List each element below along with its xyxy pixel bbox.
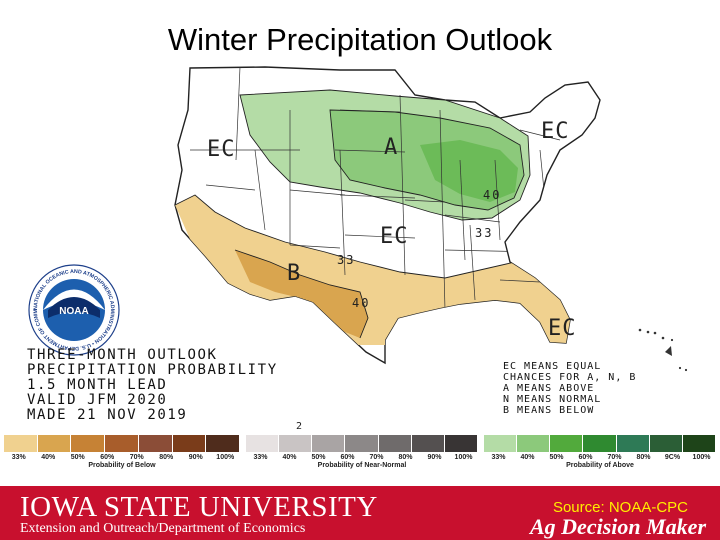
legend-normal-caption: Probability of Near-Normal <box>317 462 407 469</box>
noaa-logo: NOAA NATIONAL OCEANIC AND ATMOSPHERIC AD… <box>28 264 120 356</box>
legend-above-swatch <box>583 435 617 452</box>
below-40-region <box>235 250 368 338</box>
legend-below-tick: 60% <box>100 454 115 461</box>
legend-normal-tick: 70% <box>369 454 384 461</box>
legend-above-swatch <box>484 435 518 452</box>
ec-explanation-line: EC MEANS EQUAL <box>503 361 602 372</box>
isu-wordmark: IOWA STATE UNIVERSITY <box>20 491 378 523</box>
legend-normal-ticks: 33% 40% 50% 60% 70% 80% 90% 100% <box>246 454 478 461</box>
legend-normal-tick: 40% <box>282 454 297 461</box>
legend-above-tick: 100% <box>692 454 711 461</box>
label-ec-west: EC <box>207 137 236 162</box>
ec-explanation-block: EC MEANS EQUAL CHANCES FOR A, N, B A MEA… <box>503 361 636 416</box>
legend-above-tick: 80% <box>636 454 651 461</box>
legend-above-tick: 70% <box>607 454 622 461</box>
legend-below-tick: 40% <box>41 454 56 461</box>
legend-below-tick: 70% <box>129 454 144 461</box>
legend-normal-tick: 60% <box>340 454 355 461</box>
ec-explanation-line: N MEANS NORMAL <box>503 394 602 405</box>
noaa-logo-text: NOAA <box>59 306 88 317</box>
legend-normal-tick: 90% <box>427 454 442 461</box>
legend-above-ticks: 33% 40% 50% 60% 70% 80% 9C% 100% <box>484 454 716 461</box>
slide-title: Winter Precipitation Outlook <box>167 22 553 57</box>
label-ec-southeast: EC <box>548 316 577 341</box>
legend-normal-swatch <box>246 435 280 452</box>
legend-above-swatch <box>550 435 584 452</box>
label-ec-central: EC <box>380 224 409 249</box>
legend-above: 33% 40% 50% 60% 70% 80% 9C% 100% Probability of… <box>484 435 716 475</box>
legend-normal-tick: 80% <box>398 454 413 461</box>
outlook-info-line: PRECIPITATION PROBABILITY <box>27 362 278 378</box>
legend-below-tick: 90% <box>188 454 203 461</box>
ag-decision-maker-wordmark: Ag Decision Maker <box>530 514 706 539</box>
legend-above-swatch <box>616 435 650 452</box>
legend-normal-tick: 50% <box>311 454 326 461</box>
legend-above-tick: 60% <box>578 454 593 461</box>
ec-explanation-line: B MEANS BELOW <box>503 405 595 416</box>
legend-above-caption: Probability of Above <box>566 462 634 469</box>
legend-below-swatch <box>71 435 106 452</box>
source-credit: Source: NOAA-CPC <box>552 499 688 516</box>
legend-below-tick: 50% <box>70 454 85 461</box>
footer-bar <box>0 486 720 540</box>
label-contour-40-south: 40 <box>352 296 371 310</box>
legend-below-swatch <box>105 435 139 452</box>
outlook-info-line: MADE 21 NOV 2019 <box>27 407 188 423</box>
legend-above-swatches <box>484 435 716 452</box>
label-contour-40-north: 40 <box>483 188 502 202</box>
legend-below-swatch <box>4 435 38 452</box>
legend-normal-swatches <box>246 435 478 452</box>
legend-normal-swatch <box>444 435 478 452</box>
ec-explanation-line: CHANCES FOR A, N, B <box>503 372 637 383</box>
legend-normal-tick: 33% <box>253 454 268 461</box>
legend-below-swatch <box>172 435 207 452</box>
legend-below-swatch <box>37 435 72 452</box>
legend-below-ticks: 33% 40% 50% 60% 70% 80% 90% 100% <box>4 454 240 461</box>
legend-normal-swatch <box>312 435 346 452</box>
legend-normal: 33% 40% 50% 60% 70% 80% 90% 100% Probability of… <box>246 435 478 475</box>
label-below: B <box>287 261 302 286</box>
legend-below-tick: 100% <box>216 454 235 461</box>
department-line: Extension and Outreach/Department of Eco… <box>20 521 306 536</box>
ec-explanation-line: A MEANS ABOVE <box>503 383 595 394</box>
legend-above-swatch <box>517 435 551 452</box>
legend-below-tick: 33% <box>11 454 26 461</box>
label-contour-33-south: 33 <box>337 253 356 267</box>
legend-below-tick: 80% <box>159 454 174 461</box>
outlook-info-line: 1.5 MONTH LEAD <box>27 377 168 393</box>
legend-above-tick: 9C% <box>664 454 681 461</box>
legend-below-swatches <box>4 435 240 452</box>
legend-above-swatch <box>649 435 683 452</box>
outlook-info-block: THREE-MONTH OUTLOOK PRECIPITATION PROBAB… <box>27 348 278 423</box>
legend-normal-swatch <box>378 435 412 452</box>
legend-normal-swatch <box>279 435 313 452</box>
outlook-info-line: THREE-MONTH OUTLOOK <box>27 347 218 363</box>
legend-above-tick: 33% <box>491 454 506 461</box>
legend-below: 33% 40% 50% 60% 70% 80% 90% 100% Probability of… <box>4 435 240 475</box>
legend-above-tick: 40% <box>520 454 535 461</box>
legend-above-tick: 50% <box>549 454 564 461</box>
label-stray-2: 2 <box>296 421 305 432</box>
legend-below-swatch <box>206 435 240 452</box>
legend-below-swatch <box>138 435 173 452</box>
legend-normal-tick: 100% <box>454 454 473 461</box>
above-50-region <box>420 140 518 202</box>
legend-normal-swatch <box>345 435 379 452</box>
label-above: A <box>384 135 399 160</box>
legend-below-caption: Probability of Below <box>88 462 156 469</box>
legend-above-swatch <box>682 435 716 452</box>
label-ec-northeast: EC <box>541 119 570 144</box>
legend-normal-swatch <box>411 435 445 452</box>
outlook-info-line: VALID JFM 2020 <box>27 392 168 408</box>
label-contour-33-north: 33 <box>475 226 494 240</box>
